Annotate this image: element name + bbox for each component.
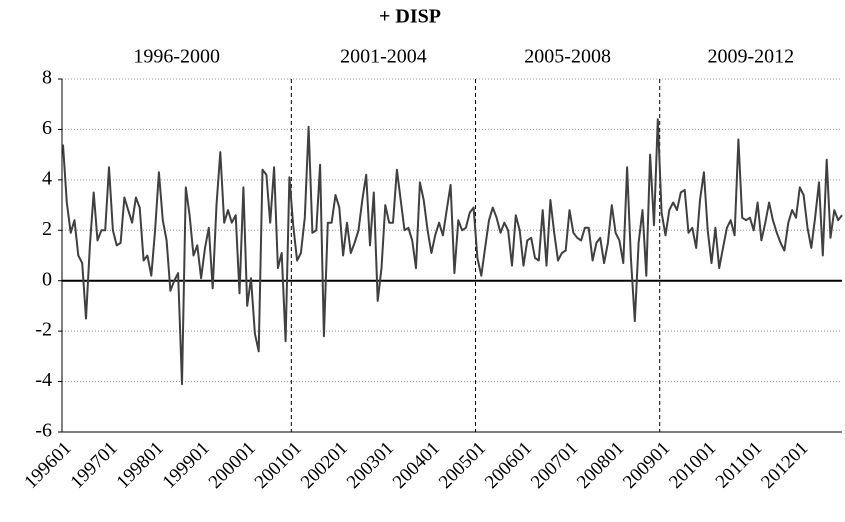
period-label: 2009-2012 (708, 46, 795, 68)
y-tick-label: -2 (35, 319, 52, 341)
x-tick-label: 200801 (573, 438, 628, 493)
x-tick-label: 200601 (481, 438, 536, 493)
x-tick-label: 201101 (712, 438, 767, 493)
x-tick-label: 201001 (665, 438, 720, 493)
y-tick-label: 0 (42, 268, 52, 290)
x-tick-label: 200701 (527, 438, 582, 493)
period-label: 2005-2008 (524, 46, 611, 68)
x-tick-label: 200301 (343, 438, 398, 493)
x-tick-label: 199601 (20, 438, 75, 493)
y-tick-label: 8 (42, 67, 52, 89)
x-tick-label: 199801 (113, 438, 168, 493)
x-tick-label: 200401 (389, 438, 444, 493)
x-tick-label: 200901 (619, 438, 674, 493)
x-tick-label: 200101 (251, 438, 306, 493)
x-tick-label: 199701 (67, 438, 122, 493)
x-tick-label: 199901 (159, 438, 214, 493)
line (62, 118, 843, 386)
y-tick-label: -6 (35, 420, 52, 442)
period-label: 2001-2004 (340, 46, 427, 68)
y-tick-label: 4 (42, 167, 52, 189)
x-tick-label: 201201 (757, 438, 812, 493)
x-tick-label: 200501 (435, 438, 490, 493)
y-tick-label: 2 (42, 218, 52, 240)
x-tick-label: 200201 (297, 438, 352, 493)
period-label: 1996-2000 (133, 46, 220, 68)
y-tick-label: 6 (42, 117, 52, 139)
y-tick-label: -4 (35, 369, 52, 391)
chart-title: + DISP (379, 6, 441, 28)
x-tick-label: 200001 (205, 438, 260, 493)
